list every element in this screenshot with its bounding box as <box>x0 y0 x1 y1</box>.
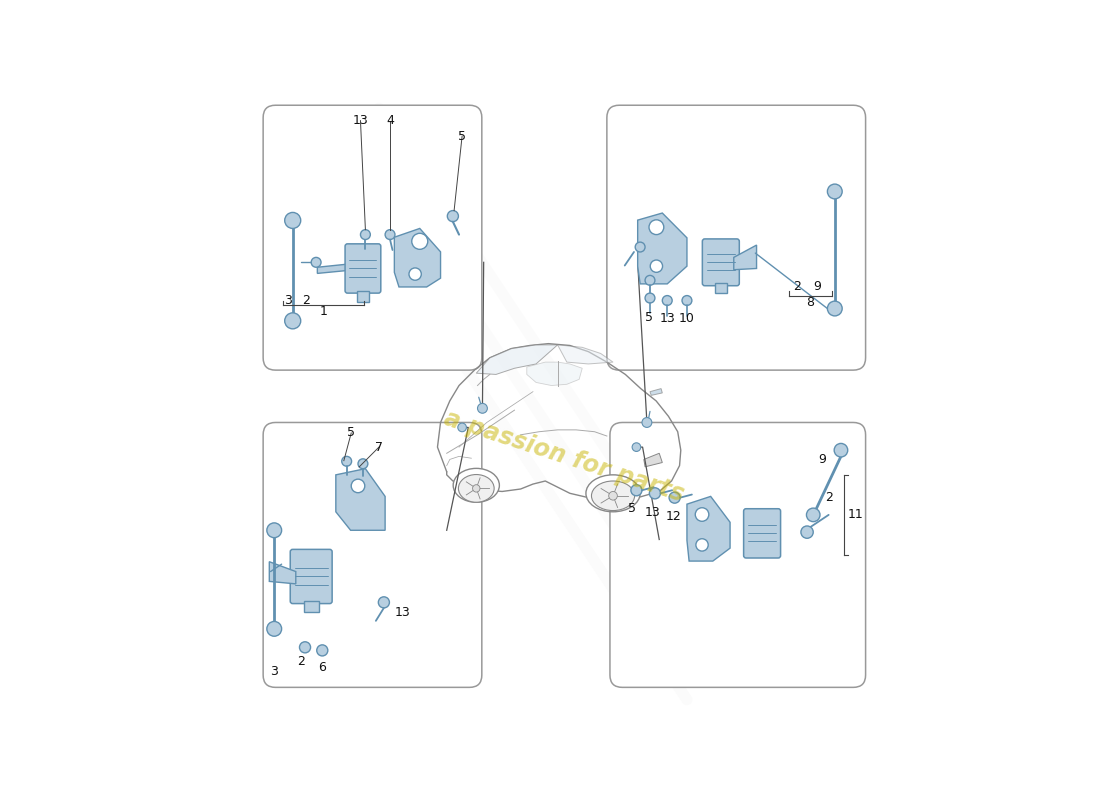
Polygon shape <box>270 562 296 584</box>
Text: 10: 10 <box>679 313 695 326</box>
Text: 2: 2 <box>825 491 833 504</box>
Text: 9: 9 <box>814 281 822 294</box>
Text: 13: 13 <box>353 114 369 127</box>
Circle shape <box>267 523 282 538</box>
Circle shape <box>267 622 282 636</box>
Text: a passion for parts: a passion for parts <box>441 406 686 506</box>
Circle shape <box>477 403 487 414</box>
FancyBboxPatch shape <box>607 106 866 370</box>
Text: 2: 2 <box>793 281 801 294</box>
Ellipse shape <box>453 468 499 502</box>
Text: 3: 3 <box>284 294 292 307</box>
Polygon shape <box>317 263 355 274</box>
Circle shape <box>632 443 640 451</box>
Circle shape <box>409 268 421 280</box>
Ellipse shape <box>592 481 635 510</box>
Polygon shape <box>476 345 558 374</box>
Circle shape <box>635 242 645 252</box>
Circle shape <box>650 260 662 272</box>
Text: 4: 4 <box>386 114 394 127</box>
Polygon shape <box>638 213 686 284</box>
Text: 2: 2 <box>297 655 306 668</box>
FancyBboxPatch shape <box>702 239 739 286</box>
Polygon shape <box>644 454 662 467</box>
Circle shape <box>458 423 466 432</box>
Circle shape <box>645 275 654 286</box>
FancyBboxPatch shape <box>263 422 482 687</box>
Ellipse shape <box>586 475 640 512</box>
Circle shape <box>285 313 300 329</box>
Circle shape <box>378 597 389 608</box>
Polygon shape <box>304 601 319 612</box>
Text: 5: 5 <box>348 426 355 439</box>
Text: 5: 5 <box>645 311 652 324</box>
Circle shape <box>834 443 848 457</box>
Text: 12: 12 <box>666 510 681 522</box>
Circle shape <box>695 508 708 522</box>
Text: 11: 11 <box>847 508 864 522</box>
Circle shape <box>311 258 321 267</box>
Circle shape <box>649 488 660 499</box>
Text: 13: 13 <box>659 313 675 326</box>
Circle shape <box>473 485 480 492</box>
Circle shape <box>358 459 367 469</box>
Circle shape <box>642 418 652 427</box>
Polygon shape <box>734 245 757 270</box>
Text: 7: 7 <box>375 441 383 454</box>
Polygon shape <box>394 229 440 287</box>
FancyBboxPatch shape <box>290 550 332 603</box>
FancyBboxPatch shape <box>345 244 381 293</box>
Text: 8: 8 <box>806 296 814 309</box>
Circle shape <box>448 210 459 222</box>
Text: F: F <box>682 173 839 389</box>
Circle shape <box>342 456 352 466</box>
Circle shape <box>285 213 300 229</box>
Polygon shape <box>715 283 727 293</box>
Text: 1: 1 <box>320 305 328 318</box>
FancyBboxPatch shape <box>744 509 781 558</box>
Circle shape <box>608 491 617 500</box>
Circle shape <box>317 645 328 656</box>
Circle shape <box>806 508 820 522</box>
Circle shape <box>411 234 428 250</box>
Circle shape <box>299 642 310 653</box>
Text: 5: 5 <box>458 130 466 142</box>
Circle shape <box>662 295 672 306</box>
Circle shape <box>351 479 365 493</box>
Text: 6: 6 <box>318 661 327 674</box>
Polygon shape <box>356 290 370 302</box>
Circle shape <box>669 492 680 503</box>
Polygon shape <box>558 345 613 364</box>
Polygon shape <box>336 469 385 530</box>
Text: 13: 13 <box>395 606 410 618</box>
Text: 3: 3 <box>271 666 278 678</box>
Polygon shape <box>527 362 582 386</box>
Ellipse shape <box>459 474 494 502</box>
Circle shape <box>682 295 692 306</box>
Circle shape <box>361 230 371 239</box>
Circle shape <box>827 184 843 199</box>
Polygon shape <box>686 496 730 561</box>
Circle shape <box>696 538 708 551</box>
Text: 9: 9 <box>818 453 826 466</box>
Circle shape <box>631 485 642 496</box>
Text: 2: 2 <box>302 294 310 307</box>
Polygon shape <box>650 389 662 395</box>
Circle shape <box>801 526 813 538</box>
Text: 5: 5 <box>627 502 636 515</box>
FancyBboxPatch shape <box>609 422 866 687</box>
Text: 13: 13 <box>645 506 660 519</box>
Circle shape <box>645 293 654 303</box>
Circle shape <box>385 230 395 239</box>
Circle shape <box>827 301 843 316</box>
Circle shape <box>649 220 663 234</box>
FancyBboxPatch shape <box>263 106 482 370</box>
